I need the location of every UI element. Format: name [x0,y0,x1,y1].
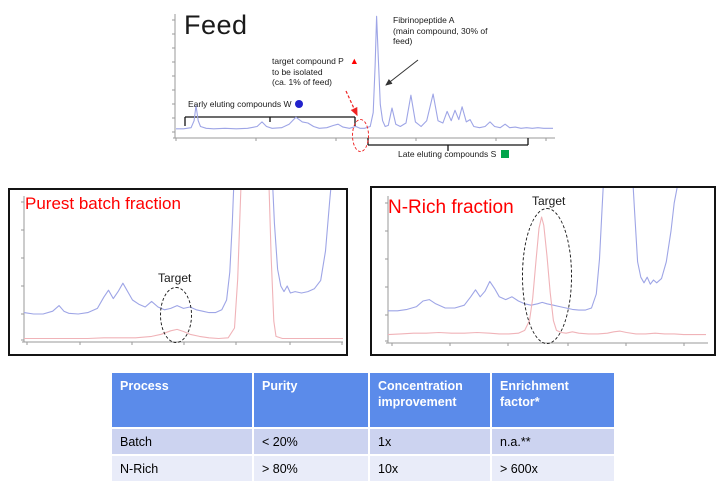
target-peak-dashed-ellipse [352,119,369,152]
fibrinopeptide-annotation: Fibrinopeptide A (main compound, 30% of … [393,15,488,47]
feed-title: Feed [184,10,248,40]
target-compound-arrow [345,90,358,117]
blue-circle-marker [295,100,304,108]
cell-purity: > 80% [254,456,368,481]
batch-panel-plot [21,190,343,345]
early-compounds-bracket [184,116,356,126]
batch-panel-title: Purest batch fraction [25,194,181,213]
feed-chart: Feed Fibrinopeptide A (main compound, 30… [150,0,595,172]
nrich-fraction-panel: N-Rich fraction Target [370,186,716,356]
nrich-target-label: Target [532,194,566,208]
header-concentration: Concentration improvement [370,373,490,427]
table-row-nrich: N-Rich > 80% 10x > 600x [112,456,614,481]
target-compound-line1: target compound P ▲ [272,56,359,66]
fibrinopeptide-line1: Fibrinopeptide A [393,15,455,25]
header-enrichment: Enrichment factor* [492,373,614,427]
red-triangle-marker: ▲ [349,56,359,66]
cell-enrichment: n.a.** [492,429,614,454]
early-compounds-label: Early eluting compounds W [188,99,304,110]
target-compound-line2: to be isolated [272,66,323,77]
nrich-target-dashed-ellipse [522,208,572,344]
batch-fraction-panel: Purest batch fraction Target [8,188,348,356]
cell-process: Batch [112,429,252,454]
batch-target-dashed-ellipse [160,287,192,343]
feed-feed-chromatogram [176,15,553,130]
header-process: Process [112,373,252,427]
fibrinopeptide-arrow [385,59,419,86]
table-header-row: Process Purity Concentration improvement… [112,373,614,427]
cell-concentration: 10x [370,456,490,481]
header-purity: Purity [254,373,368,427]
cell-process: N-Rich [112,456,252,481]
table-row-batch: Batch < 20% 1x n.a.** [112,429,614,454]
cell-enrichment: > 600x [492,456,614,481]
results-table: Process Purity Concentration improvement… [110,371,616,481]
batch-target-label: Target [158,271,192,285]
fibrinopeptide-line3: feed) [393,36,413,46]
fibrinopeptide-line2: (main compound, 30% of [393,25,488,36]
green-square-marker [501,150,510,158]
nrich-panel-title: N-Rich fraction [388,197,514,218]
target-compound-line3: (ca. 1% of feed) [272,77,333,87]
batch-target-trace [24,190,343,340]
cell-concentration: 1x [370,429,490,454]
cell-purity: < 20% [254,429,368,454]
batch-uv-trace [23,190,332,315]
late-compounds-label: Late eluting compounds S [398,149,510,160]
target-compound-annotation: target compound P ▲ to be isolated (ca. 1… [272,56,359,88]
